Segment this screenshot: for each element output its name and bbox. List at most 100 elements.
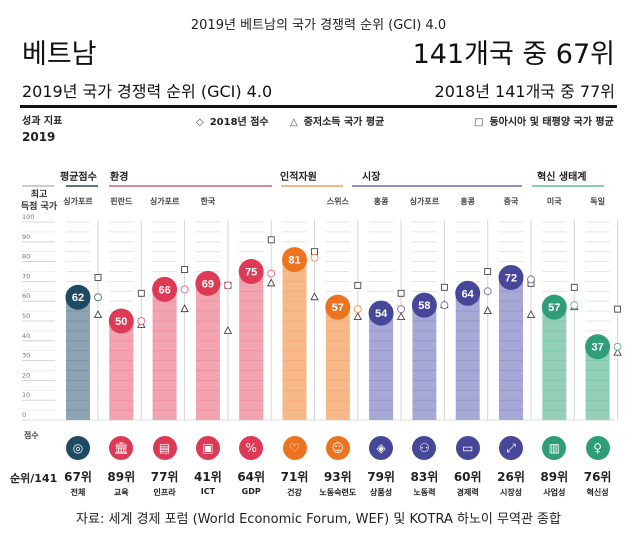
value-bubble [585,334,611,360]
pillar-rank: 83위 [410,470,439,484]
target-medal-icon: ◎ [66,436,90,460]
bar-노동숙련도 [325,307,350,420]
category-line-environment [109,185,272,187]
value-label: 81 [288,255,300,267]
pillar-rank: 41위 [194,470,222,484]
percent-growth-icon: % [239,436,264,460]
east-asia-marker [570,283,578,291]
y-tick-label: 50 [22,312,30,320]
category-market: 시장 [362,172,381,183]
people-network-icon: ⚇ [412,436,437,460]
prev-year-marker [310,253,319,262]
country-name: 베트남 [22,39,97,70]
legend-east-asia-label: 동아시아 및 태평양 국가 평균 [489,117,614,128]
performance-label: 성과 지표 [22,116,63,127]
prev-year-marker [527,275,535,284]
best-country-label: 홍콩 [460,197,476,206]
best-country-label: 중국 [503,197,519,206]
east-asia-marker [354,281,362,289]
legend-lower-middle-label: 중저소득 국가 평균 [303,117,385,128]
bar-노동력 [412,305,437,420]
y-tick-label: 20 [22,371,30,379]
best-country-label: 싱가포르 [149,197,180,206]
chip-icon: ▣ [195,436,220,460]
best-country-label: 싱가포르 [409,197,440,206]
y-tick-label: 100 [22,213,34,221]
prev-year-marker [267,269,276,278]
lower-middle-marker [93,310,103,319]
value-bubble [65,284,91,310]
best-title-line1: 최고 [30,190,48,200]
train-icon: ▤ [152,436,177,460]
pillar-rank: 93위 [323,470,352,484]
lower-middle-marker [526,310,536,319]
lower-middle-marker [353,312,363,320]
value-label: 72 [505,272,517,284]
value-bubble [411,292,437,318]
value-label: 62 [72,292,84,304]
lower-middle-marker [310,292,319,301]
bar-시장성 [499,277,523,420]
buildings-icon: ▥ [542,436,567,460]
best-country-label: 홍콩 [373,197,389,206]
value-bubble [325,294,351,320]
pillar-name: 인프라 [153,488,176,497]
legend-prev-year-label: 2018년 점수 [209,117,269,128]
best-country-label: 독일 [590,197,605,206]
value-bubble [282,247,307,273]
bar-경제력 [455,293,480,420]
legend-lower-middle: △ 중저소득 국가 평균 [290,113,384,128]
lower-middle-marker [223,325,233,334]
east-asia-marker [181,266,189,273]
east-asia-marker [484,268,492,275]
bar-교육 [109,321,134,420]
pillar-name: 혁신성 [586,488,609,497]
subtitle-right: 2018년 141개국 중 77위 [434,82,615,101]
prev-year-marker [223,281,232,290]
lightbulb-icon: ♀ [585,436,610,460]
graduate-icon: ☺ [325,436,350,460]
value-bubble [455,280,481,306]
pillar-rank: 89위 [540,470,569,484]
y-tick-label: 40 [22,332,30,340]
east-asia-marker [267,236,275,244]
prev-year-marker [180,285,189,294]
pillar-rank: 26위 [497,470,525,484]
value-label: 58 [418,300,430,312]
legend-east-asia: □ 동아시아 및 태평양 국가 평균 [474,113,614,128]
expand-arrows-icon: ⤢ [499,436,523,460]
category-human: 인적자원 [280,172,317,183]
value-label: 57 [548,302,560,314]
value-label: 69 [202,278,214,290]
category-average: 평균점수 [60,172,97,183]
category-environment: 환경 [110,172,129,183]
building-columns-icon: 🏛 [109,436,134,460]
category-line-human [281,185,343,187]
value-bubble [368,300,394,326]
axis-header-line [22,185,54,187]
value-bubble [238,259,264,284]
credit-card-icon: ▭ [455,436,480,460]
pillar-name: 전체 [70,488,86,497]
prev-year-marker [570,301,579,310]
triangle-icon: △ [290,117,298,128]
y-tick-label: 60 [22,292,30,300]
pillar-name: ICT [200,487,216,496]
lower-middle-marker [180,304,189,313]
best-country-label: 스위스 [326,197,349,206]
best-country-axis-title: 최고 득점 국가 [14,189,64,213]
bar-전체 [66,297,90,420]
performance-year: 2019 [22,130,56,144]
pillar-name: 경제력 [456,488,479,497]
pillar-name: 사업성 [543,488,566,497]
prev-year-marker [137,317,146,325]
prev-year-marker [613,342,622,351]
square-icon: □ [474,117,484,128]
east-asia-marker [440,283,448,291]
prev-year-marker [353,305,362,314]
rank-axis-label: 순위/141 [10,472,58,485]
prev-year-marker [94,293,102,302]
y-tick-label: 70 [22,272,30,280]
heart-pulse-icon: ♡ [282,436,307,460]
